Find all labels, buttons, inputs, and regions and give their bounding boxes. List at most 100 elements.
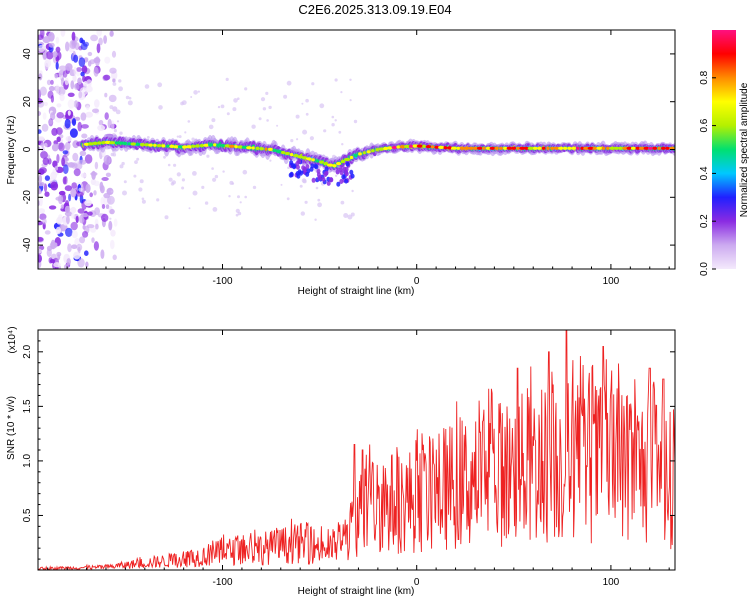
faint-dot [229,180,234,185]
faint-dot [242,169,248,175]
noise-blob [73,251,81,260]
noise-blob [105,204,110,209]
ridge-core [315,159,320,163]
noise-blob [103,192,111,199]
noise-blob [70,206,77,214]
spec-x-tick-label: 100 [603,276,620,287]
noise-blob [47,90,54,99]
ridge-lower-lobe [345,161,350,167]
ridge-core [264,147,268,151]
noise-blob [101,177,109,181]
noise-blob [56,112,64,119]
spec-y-tick-label: 0 [22,146,33,152]
noise-blob [64,185,73,192]
ridge-core [511,146,517,150]
ridge-lower-lobe [326,180,331,186]
noise-blob [44,230,51,235]
noise-blob [43,101,48,107]
faint-dot [193,90,198,95]
ridge-lower-lobe [301,165,306,171]
ridge-lower-lobe [321,176,326,182]
noise-blob [42,218,47,225]
faint-dot [351,189,354,193]
faint-dot [309,136,314,141]
ridge-core [169,144,175,148]
ridge-core [191,144,196,148]
faint-dot [331,115,335,119]
faint-dot [178,135,182,139]
snr-y-scale-label: (x10⁴) [7,326,18,353]
faint-dot [128,96,132,100]
noise-blob [80,43,88,51]
faint-dot [173,163,177,167]
ridge-core [396,145,401,149]
noise-blob [38,146,41,152]
faint-dot [269,159,272,162]
ridge-core [425,145,432,149]
noise-blob [100,249,105,259]
noise-blob [84,199,92,207]
noise-blob [112,106,118,112]
ridge-core [319,160,324,164]
ridge-core [228,144,235,148]
spectrogram-ylabel: Frequency (Hz) [6,116,17,185]
noise-blob [67,243,72,253]
faint-dot [290,139,294,143]
noise-blob [112,254,117,261]
ridge-lower-lobe [311,177,316,183]
ridge-core [140,143,145,147]
noise-blob [90,34,99,42]
noise-blob [55,196,63,201]
noise-blob [40,142,45,147]
noise-blob [101,204,106,209]
faint-dot [334,78,338,82]
faint-dot [237,195,240,199]
snr-x-tick-label: 0 [414,577,420,588]
snr-y-tick-label: 2.0 [22,344,33,358]
faint-dot [315,186,319,190]
noise-blob [70,221,78,231]
ridge-core [412,144,419,148]
noise-blob [74,83,80,90]
ridge-core [378,147,385,151]
noise-blob [50,181,59,191]
faint-dot [211,118,216,123]
faint-dot [349,78,352,82]
noise-blob [58,190,66,196]
ridge-core [527,146,535,150]
ridge-lower-lobe [316,172,321,178]
faint-dot [141,197,145,201]
ridge-core [366,150,371,154]
noise-blob [38,220,44,226]
noise-blob [104,56,111,64]
noise-blob [94,99,100,108]
faint-dot [109,105,114,110]
ridge-core [494,146,499,150]
ridge-core [259,147,265,151]
noise-blob [87,211,93,216]
noise-blob [58,65,67,71]
ridge-lower-lobe [335,169,340,175]
noise-blob [71,182,77,189]
ridge-core [606,146,610,150]
noise-blob [38,34,44,41]
noise-blob [38,136,45,141]
ridge-core [123,141,127,146]
ridge-core [546,146,550,150]
ridge-core [404,144,410,149]
faint-dot [341,143,344,146]
faint-dot [287,166,290,169]
noise-blob [96,43,101,54]
noise-blob [38,129,42,134]
noise-blob [110,229,116,237]
ridge-core [613,146,619,150]
noise-blob [59,93,65,102]
noise-blob [109,208,115,215]
faint-dot [334,174,338,177]
ridge-core [387,146,393,150]
noise-blob [82,224,86,230]
noise-blob [105,172,111,177]
ridge-core [567,146,572,150]
spectrogram-ticks: -100 0 100 40 20 0 -20 -40 [22,29,675,287]
noise-blob [71,212,75,219]
